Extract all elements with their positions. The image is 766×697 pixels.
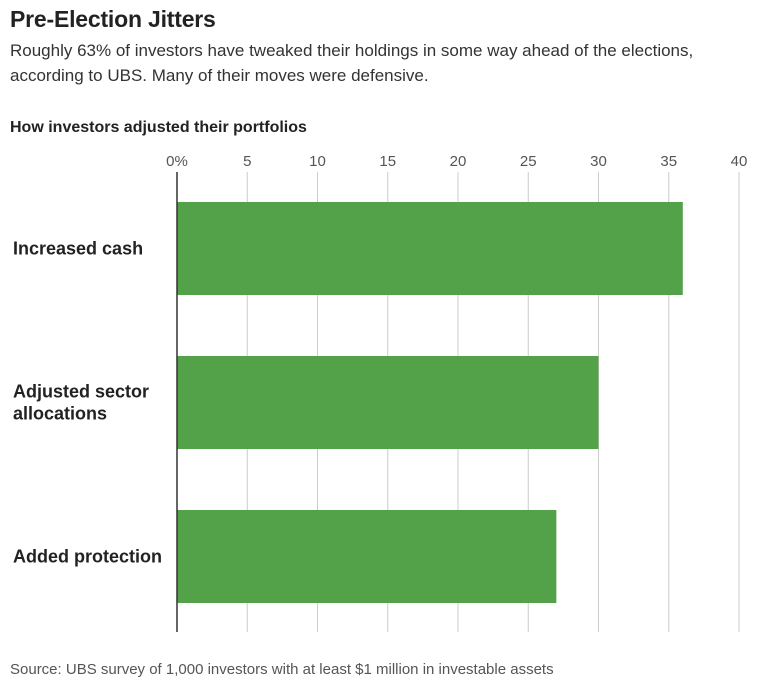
- x-tick-label: 0%: [166, 153, 188, 170]
- category-label-line: allocations: [13, 404, 107, 424]
- chart-heading: How investors adjusted their portfolios: [10, 119, 307, 136]
- x-tick-label: 5: [243, 153, 251, 170]
- category-label-line: Added protection: [13, 547, 162, 567]
- category-label: Adjusted sector allocations: [13, 382, 149, 424]
- x-tick-label: 20: [450, 153, 467, 170]
- category-label-line: Increased cash: [13, 239, 143, 259]
- x-tick-label: 40: [731, 153, 748, 170]
- source-note: Source: UBS survey of 1,000 investors wi…: [10, 661, 554, 678]
- x-tick-label: 10: [309, 153, 326, 170]
- bar: [177, 356, 599, 449]
- category-label: Added protection: [13, 547, 162, 567]
- chart-title: Pre-Election Jitters: [10, 6, 216, 32]
- x-tick-label: 30: [590, 153, 607, 170]
- x-tick-label: 25: [520, 153, 537, 170]
- category-label-line: Adjusted sector: [13, 382, 149, 402]
- x-tick-label: 35: [660, 153, 677, 170]
- chart-subtitle: Roughly 63% of investors have tweaked th…: [10, 41, 694, 85]
- bar: [177, 202, 683, 295]
- bar: [177, 510, 557, 603]
- x-tick-label: 15: [379, 153, 396, 170]
- category-label: Increased cash: [13, 239, 143, 259]
